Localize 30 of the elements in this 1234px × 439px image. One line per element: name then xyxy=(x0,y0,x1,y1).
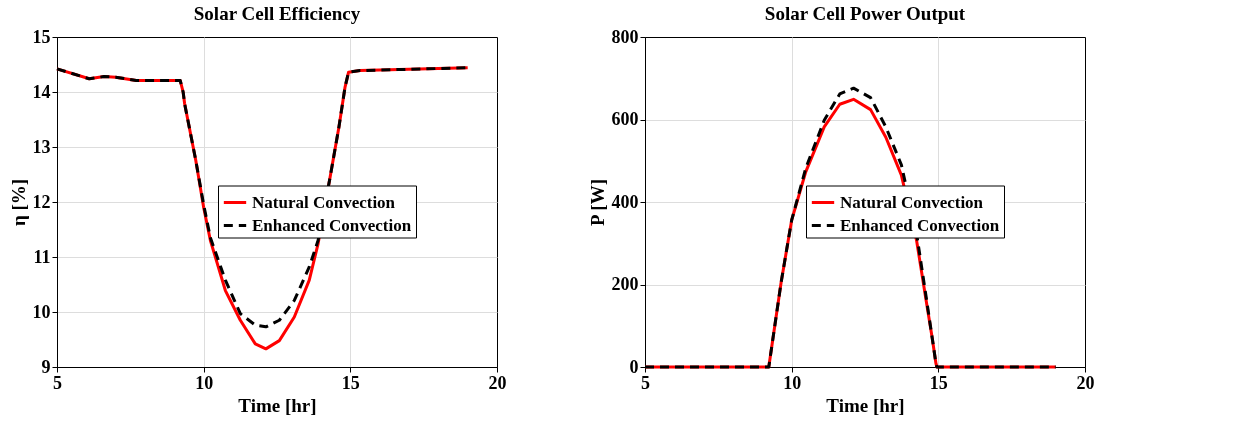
chart-title: Solar Cell Power Output xyxy=(764,3,966,24)
legend-label: Natural Convection xyxy=(252,192,396,212)
x-tick-label: 15 xyxy=(929,372,948,393)
x-tick-label: 5 xyxy=(641,372,650,393)
x-tick-label: 15 xyxy=(341,372,360,393)
y-tick-label: 600 xyxy=(611,109,639,129)
legend-label: Enhanced Convection xyxy=(840,215,1000,235)
x-tick-label: 10 xyxy=(783,372,802,393)
x-axis-title: Time [hr] xyxy=(826,394,905,416)
y-tick-label: 14 xyxy=(32,81,51,102)
y-axis-title: P [W] xyxy=(586,179,608,226)
y-tick-label: 10 xyxy=(32,301,51,322)
x-axis-title: Time [hr] xyxy=(238,394,317,416)
y-tick-label: 12 xyxy=(32,191,51,212)
x-tick-label: 20 xyxy=(1076,372,1095,393)
y-tick-label: 200 xyxy=(611,274,639,294)
x-tick-label: 5 xyxy=(53,372,62,393)
legend-label: Enhanced Convection xyxy=(252,215,412,235)
x-tick-label: 20 xyxy=(488,372,507,393)
y-tick-label: 800 xyxy=(611,26,639,47)
y-tick-label: 0 xyxy=(629,356,639,377)
chart-title: Solar Cell Efficiency xyxy=(193,3,361,24)
y-tick-label: 13 xyxy=(32,136,51,157)
x-tick-label: 10 xyxy=(195,372,214,393)
y-tick-label: 9 xyxy=(41,356,51,377)
legend-label: Natural Convection xyxy=(840,192,984,212)
y-tick-label: 11 xyxy=(33,246,51,267)
y-tick-label: 400 xyxy=(611,191,639,212)
y-tick-label: 15 xyxy=(32,26,51,47)
y-axis-title: η [%] xyxy=(7,178,29,227)
